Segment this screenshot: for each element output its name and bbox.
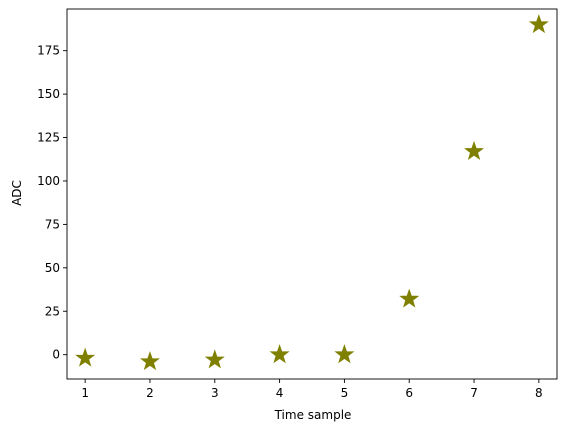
y-axis-label: ADC — [10, 180, 24, 206]
x-tick-label: 5 — [341, 386, 349, 400]
y-tick-label: 0 — [52, 348, 60, 362]
x-tick-label: 3 — [211, 386, 219, 400]
y-tick-label: 175 — [37, 44, 60, 58]
x-tick-label: 7 — [470, 386, 478, 400]
y-tick-label: 125 — [37, 131, 60, 145]
x-tick-label: 6 — [405, 386, 413, 400]
x-tick-label: 2 — [146, 386, 154, 400]
y-tick-label: 75 — [45, 217, 60, 231]
x-axis-label: Time sample — [274, 408, 352, 422]
y-tick-label: 150 — [37, 87, 60, 101]
y-tick-label: 50 — [45, 261, 60, 275]
y-tick-label: 25 — [45, 304, 60, 318]
x-tick-label: 8 — [535, 386, 543, 400]
x-tick-label: 4 — [276, 386, 284, 400]
y-tick-label: 100 — [37, 174, 60, 188]
x-tick-label: 1 — [81, 386, 89, 400]
